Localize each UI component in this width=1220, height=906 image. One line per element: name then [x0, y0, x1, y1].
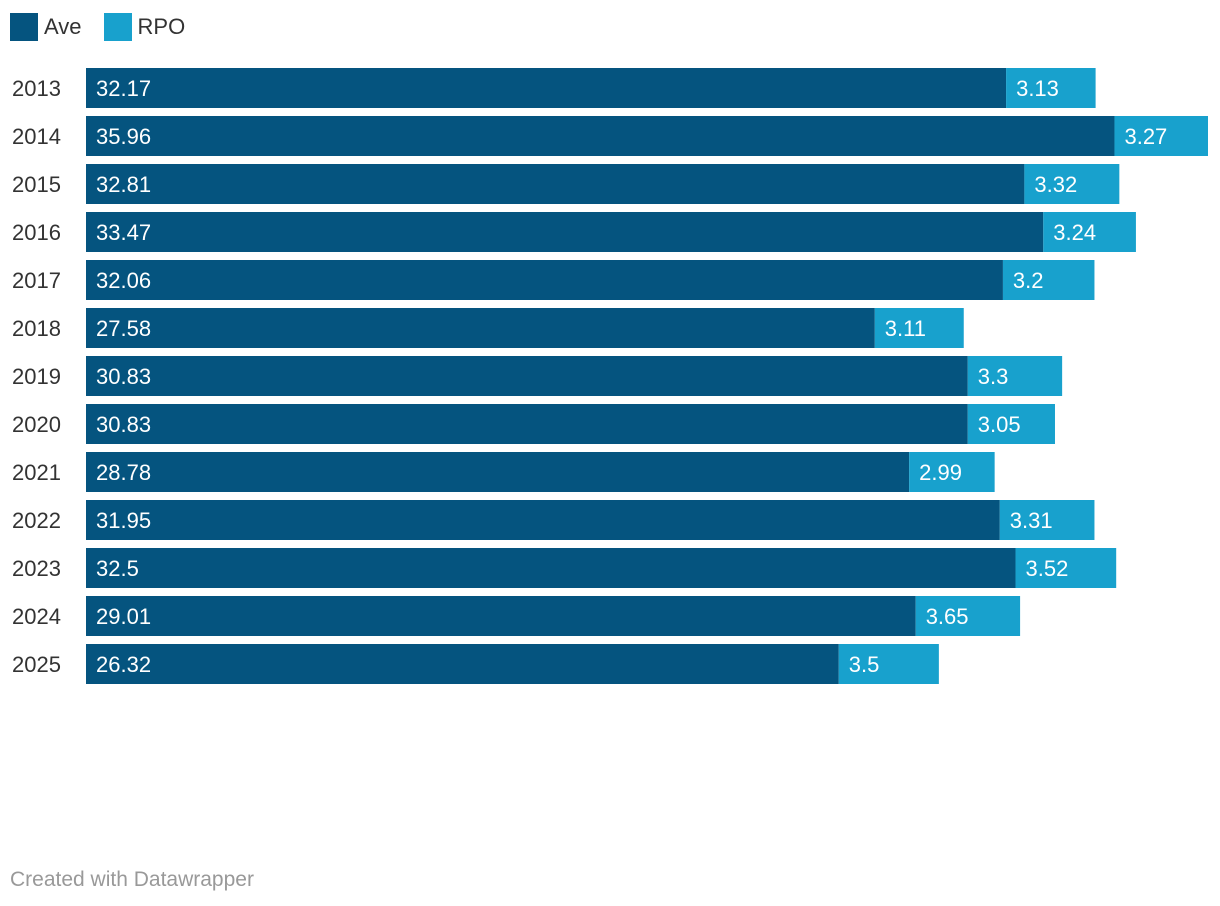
- category-label-2023: 2023: [12, 556, 61, 581]
- legend-label-rpo: RPO: [137, 14, 186, 39]
- value-label-ave-2022: 31.95: [96, 508, 151, 533]
- bar-ave-2017: [86, 260, 1003, 300]
- bar-rpo-2021: [909, 452, 995, 492]
- bar-ave-2020: [86, 404, 968, 444]
- category-label-2021: 2021: [12, 460, 61, 485]
- category-label-2025: 2025: [12, 652, 61, 677]
- bar-ave-2024: [86, 596, 916, 636]
- value-label-rpo-2019: 3.3: [978, 364, 1009, 389]
- category-label-2022: 2022: [12, 508, 61, 533]
- bar-ave-2025: [86, 644, 839, 684]
- value-label-rpo-2017: 3.2: [1013, 268, 1044, 293]
- bar-ave-2014: [86, 116, 1115, 156]
- legend-swatch-ave: [10, 13, 38, 41]
- bar-ave-2021: [86, 452, 910, 492]
- value-label-ave-2018: 27.58: [96, 316, 151, 341]
- category-label-2017: 2017: [12, 268, 61, 293]
- category-label-2013: 2013: [12, 76, 61, 101]
- bar-rpo-2014: [1114, 116, 1208, 156]
- value-label-ave-2021: 28.78: [96, 460, 151, 485]
- bar-rpo-2023: [1015, 548, 1117, 588]
- bar-rpo-2017: [1002, 260, 1095, 300]
- bar-ave-2019: [86, 356, 968, 396]
- stacked-bar-chart: 2013 32.17 3.13 2014 35.96 3.27 2015 32.81 3.32 2…: [12, 68, 1208, 684]
- value-label-ave-2015: 32.81: [96, 172, 151, 197]
- value-label-rpo-2018: 3.11: [885, 316, 926, 341]
- legend-item-rpo: RPO: [103, 13, 186, 41]
- bar-rpo-2025: [838, 644, 939, 684]
- category-label-2014: 2014: [12, 124, 61, 149]
- legend-item-ave: Ave: [10, 13, 82, 41]
- bar-ave-2018: [86, 308, 875, 348]
- chart-legend: Ave RPO: [10, 12, 207, 42]
- value-label-rpo-2020: 3.05: [978, 412, 1021, 437]
- category-label-2020: 2020: [12, 412, 61, 437]
- bar-ave-2013: [86, 68, 1007, 108]
- bar-rpo-2015: [1024, 164, 1120, 204]
- legend-label-ave: Ave: [44, 14, 82, 39]
- bar-rpo-2024: [915, 596, 1021, 636]
- bar-rpo-2020: [967, 404, 1055, 444]
- value-label-ave-2023: 32.5: [96, 556, 139, 581]
- value-label-ave-2014: 35.96: [96, 124, 151, 149]
- bar-ave-2016: [86, 212, 1044, 252]
- value-label-rpo-2014: 3.27: [1124, 124, 1167, 149]
- value-label-rpo-2023: 3.52: [1026, 556, 1069, 581]
- bar-rpo-2013: [1006, 68, 1096, 108]
- bar-rpo-2022: [999, 500, 1095, 540]
- value-label-ave-2016: 33.47: [96, 220, 151, 245]
- value-label-ave-2024: 29.01: [96, 604, 151, 629]
- value-label-rpo-2022: 3.31: [1010, 508, 1053, 533]
- bar-rpo-2019: [967, 356, 1063, 396]
- bar-rpo-2018: [874, 308, 964, 348]
- value-label-ave-2017: 32.06: [96, 268, 151, 293]
- bar-ave-2023: [86, 548, 1016, 588]
- bar-ave-2022: [86, 500, 1000, 540]
- datawrapper-credit: Created with Datawrapper: [10, 868, 254, 891]
- bar-ave-2015: [86, 164, 1025, 204]
- value-label-rpo-2013: 3.13: [1016, 76, 1059, 101]
- value-label-rpo-2016: 3.24: [1053, 220, 1096, 245]
- value-label-rpo-2024: 3.65: [926, 604, 969, 629]
- category-label-2018: 2018: [12, 316, 61, 341]
- value-label-rpo-2025: 3.5: [849, 652, 880, 677]
- category-label-2024: 2024: [12, 604, 61, 629]
- value-label-ave-2020: 30.83: [96, 412, 151, 437]
- category-label-2019: 2019: [12, 364, 61, 389]
- category-label-2015: 2015: [12, 172, 61, 197]
- category-label-2016: 2016: [12, 220, 61, 245]
- value-label-ave-2025: 26.32: [96, 652, 151, 677]
- legend-swatch-rpo: [103, 13, 132, 41]
- value-label-rpo-2021: 2.99: [919, 460, 962, 485]
- value-label-ave-2013: 32.17: [96, 76, 151, 101]
- bar-rpo-2016: [1043, 212, 1136, 252]
- value-label-rpo-2015: 3.32: [1034, 172, 1077, 197]
- value-label-ave-2019: 30.83: [96, 364, 151, 389]
